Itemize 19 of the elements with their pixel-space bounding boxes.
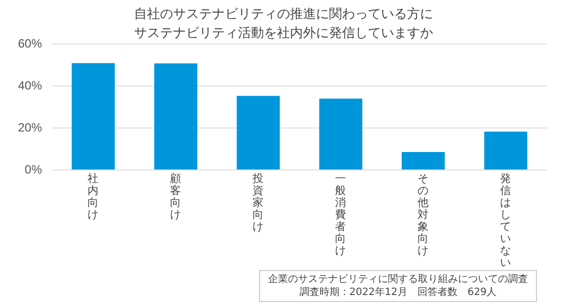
x-tick-label: 一般消費者向け (334, 172, 346, 257)
bar (154, 63, 198, 170)
text: 調査時期：2022年12月 回答者数 629人 (298, 286, 498, 299)
x-tick-label: 発信はしていない (500, 172, 512, 269)
chart-title: 自社のサステナビリティの推進に関わっている方にサステナビリティ活動を社内外に発信していますか (132, 6, 434, 43)
bar (319, 98, 362, 170)
x-tick-label: 社内向け (87, 172, 99, 221)
x-tick-label: 投資家向け (252, 172, 264, 233)
bar (484, 132, 528, 170)
x-tick-label: 顧客向け (170, 172, 182, 221)
x-tick-label: その他対象向け (417, 172, 429, 257)
bar (72, 63, 115, 170)
bar (402, 152, 445, 170)
y-tick-label: 60% (18, 36, 42, 50)
y-tick-label: 20% (18, 120, 42, 134)
y-tick-label: 40% (18, 78, 42, 92)
text: 企業のサステナビリティに関する取り組みについての調査 (268, 273, 528, 286)
y-tick-label: 0% (24, 162, 42, 176)
bar (236, 96, 280, 170)
